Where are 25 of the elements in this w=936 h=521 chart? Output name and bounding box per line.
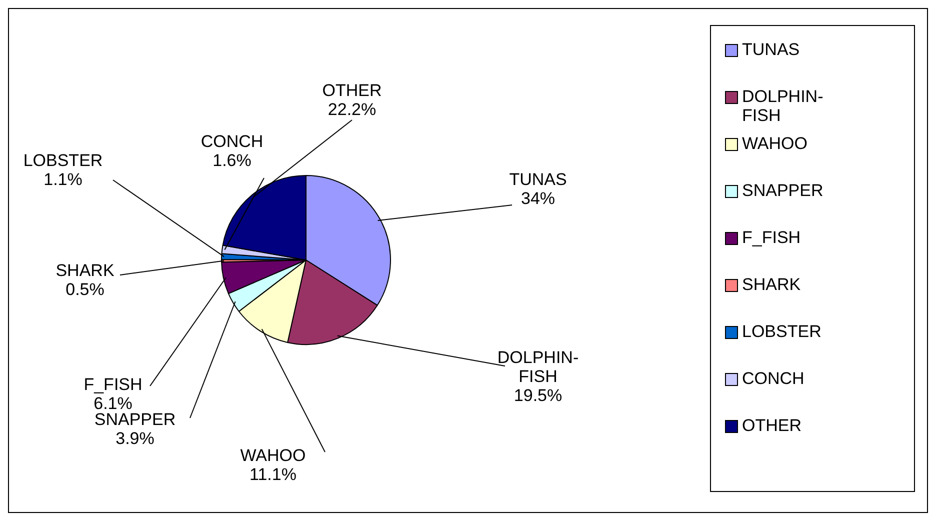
data-label: 19.5% xyxy=(514,386,562,406)
slice-label: WAHOO xyxy=(240,446,306,466)
slice-label: TUNAS xyxy=(509,170,567,190)
data-label: 0.5% xyxy=(66,280,104,300)
data-label: 22.2% xyxy=(328,100,376,120)
legend-label: LOBSTER xyxy=(742,322,822,341)
slice-label: F_FISH xyxy=(84,375,142,394)
slice-label: DOLPHIN-FISH xyxy=(497,348,579,386)
slice-label: SHARK xyxy=(56,261,115,280)
legend-label: DOLPHIN-FISH xyxy=(742,87,824,125)
legend-label: F_FISH xyxy=(742,228,802,247)
slice-label: OTHER xyxy=(322,81,382,100)
legend-label: OTHER xyxy=(742,416,802,435)
data-label: 3.9% xyxy=(116,429,154,448)
data-label: 1.1% xyxy=(44,170,82,190)
legend-label: SHARK xyxy=(742,275,802,294)
data-label: 1.6% xyxy=(212,151,252,170)
legend-label: SNAPPER xyxy=(742,181,824,200)
data-label: 34% xyxy=(520,189,556,208)
data-label: 11.1% xyxy=(250,465,296,484)
legend-label: WAHOO xyxy=(742,134,808,153)
slice-label: LOBSTER xyxy=(23,151,103,170)
slice-label: CONCH xyxy=(200,132,264,152)
legend-label: CONCH xyxy=(742,369,806,388)
legend-label: TUNAS xyxy=(742,40,801,59)
